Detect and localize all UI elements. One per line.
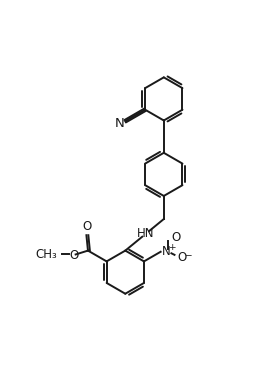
Text: +: + [168, 243, 176, 253]
Text: O: O [171, 231, 181, 244]
Text: CH₃: CH₃ [35, 248, 57, 261]
Text: −: − [184, 250, 191, 259]
Text: N: N [162, 245, 171, 258]
Text: O: O [69, 249, 79, 262]
Text: O: O [178, 251, 187, 265]
Text: O: O [83, 220, 92, 233]
Text: HN: HN [137, 227, 155, 241]
Text: N: N [115, 117, 125, 130]
